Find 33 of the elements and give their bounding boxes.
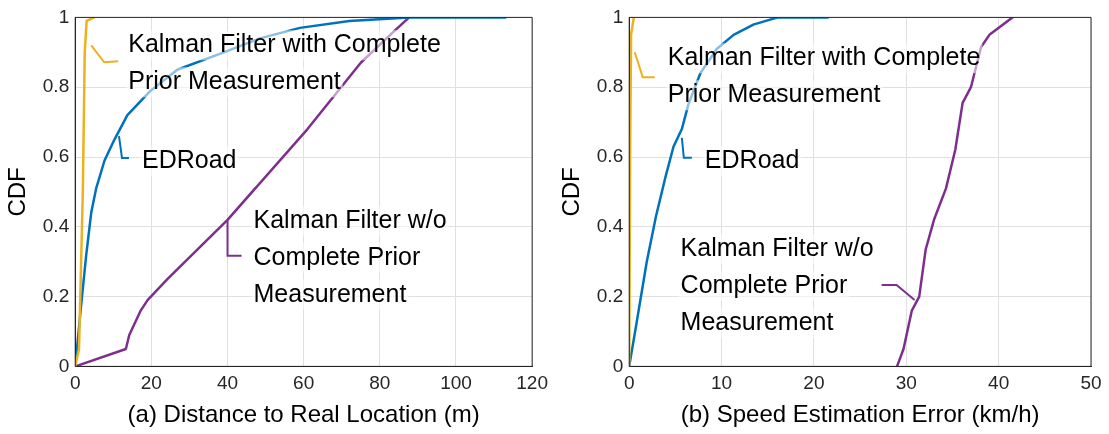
y-tick-label: 0 (58, 354, 70, 376)
annotation: EDRoad (704, 144, 800, 173)
y-tick-label: 1 (58, 5, 70, 27)
y-tick-label: 1 (612, 5, 624, 27)
x-tick-label: 60 (293, 372, 315, 394)
x-tick-label: 40 (988, 372, 1010, 394)
annotation: EDRoad (142, 144, 237, 173)
x-tick-label: 100 (440, 372, 472, 394)
annotation: Kalman Filter w/o Complete Prior Measurement (680, 232, 874, 335)
y-tick-label: 0.4 (42, 215, 70, 237)
x-tick-label: 30 (895, 372, 917, 394)
y-tick-label: 0.6 (42, 145, 70, 167)
y-tick-label: 0.4 (596, 215, 624, 237)
x-axis-title: (a) Distance to Real Location (m) (127, 400, 480, 428)
x-tick-label: 120 (516, 372, 548, 394)
y-tick-label: 0 (612, 354, 624, 376)
y-tick-label: 0.8 (596, 75, 624, 97)
y-tick-label: 0.8 (42, 75, 70, 97)
annotation: Kalman Filter w/o Complete Prior Measurement (253, 204, 447, 307)
y-tick-label: 0.6 (596, 145, 624, 167)
x-tick-label: 20 (803, 372, 825, 394)
y-axis-title: CDF (557, 167, 585, 217)
x-tick-label: 40 (216, 372, 239, 394)
x-tick-label: 20 (140, 372, 162, 394)
y-tick-label: 0.2 (42, 284, 70, 306)
x-tick-label: 80 (369, 372, 391, 394)
x-axis-title: (b) Speed Estimation Error (km/h) (680, 400, 1040, 428)
annotation: Kalman Filter with Complete Prior Measurement (128, 29, 441, 95)
y-tick-label: 0.2 (596, 284, 624, 306)
y-axis-title: CDF (3, 167, 31, 217)
x-tick-label: 50 (1080, 372, 1102, 394)
annotation: Kalman Filter with Complete Prior Measurement (667, 42, 981, 108)
x-tick-label: 10 (711, 372, 733, 394)
